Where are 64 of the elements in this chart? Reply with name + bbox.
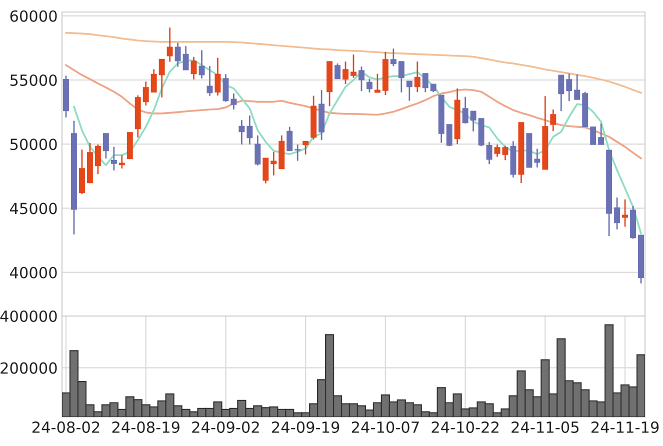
candlestick [462, 96, 468, 124]
candlestick [614, 196, 620, 230]
candlestick [622, 198, 628, 228]
candlestick [486, 141, 492, 165]
candlestick [94, 144, 101, 175]
candlestick [366, 78, 372, 94]
candlestick [342, 60, 348, 85]
candlestick [574, 74, 580, 100]
candlestick [174, 42, 181, 68]
x-tick-label: 24-10-22 [432, 421, 498, 433]
line-series [65, 64, 642, 160]
candlestick [166, 26, 173, 62]
candlestick [502, 145, 508, 161]
y-tick-label: 40000 [10, 266, 57, 278]
candlestick [230, 92, 237, 110]
candlestick [406, 80, 412, 102]
y-tick-label: 55000 [10, 74, 57, 86]
candlestick [422, 72, 428, 93]
candlestick [222, 74, 229, 102]
x-tick-label: 24-09-19 [272, 421, 340, 433]
x-tick-label: 24-11-19 [591, 421, 659, 433]
candlestick [110, 146, 117, 172]
candlestick [158, 58, 165, 98]
line-series [65, 32, 642, 94]
candlestick [286, 126, 293, 152]
candlestick [390, 48, 396, 67]
x-tick-label: 24-10-07 [352, 421, 419, 433]
candlestick [190, 56, 197, 80]
candlestick [398, 60, 404, 94]
candlestick [534, 148, 540, 168]
candlestick [494, 144, 500, 158]
candlestick [590, 126, 596, 145]
candlestick [566, 72, 572, 102]
candlestick [598, 122, 604, 146]
candlestick [414, 60, 420, 93]
candlestick [334, 62, 341, 80]
x-tick-label: 24-11-05 [512, 421, 579, 433]
candlestick [254, 134, 261, 166]
y-tick-label: 45000 [10, 202, 57, 214]
candlestick [470, 110, 476, 132]
x-tick-label: 24-08-19 [112, 421, 180, 433]
candlestick [558, 74, 564, 112]
candlestick [102, 132, 109, 160]
candlestick [238, 119, 245, 146]
candlestick [246, 114, 253, 146]
candlestick [182, 45, 189, 71]
y-tick-label: 60000 [10, 10, 57, 22]
candlestick [302, 140, 309, 156]
y-tick-label: 200000 [0, 362, 57, 374]
candlestick [142, 80, 149, 106]
candlestick [262, 157, 269, 184]
candlestick [294, 144, 301, 162]
y-tick-label: 400000 [0, 310, 57, 322]
candlestick [358, 66, 364, 92]
x-tick-label: 24-09-02 [192, 421, 259, 433]
candlestick [374, 73, 380, 94]
y-tick-label: 50000 [10, 138, 57, 150]
candlestick [150, 68, 157, 93]
candlestick [214, 57, 221, 96]
candlestick [550, 108, 556, 132]
candlestick [350, 54, 356, 78]
candlestick [270, 151, 277, 176]
x-tick-label: 24-08-02 [32, 421, 100, 433]
candlestick [446, 124, 452, 147]
